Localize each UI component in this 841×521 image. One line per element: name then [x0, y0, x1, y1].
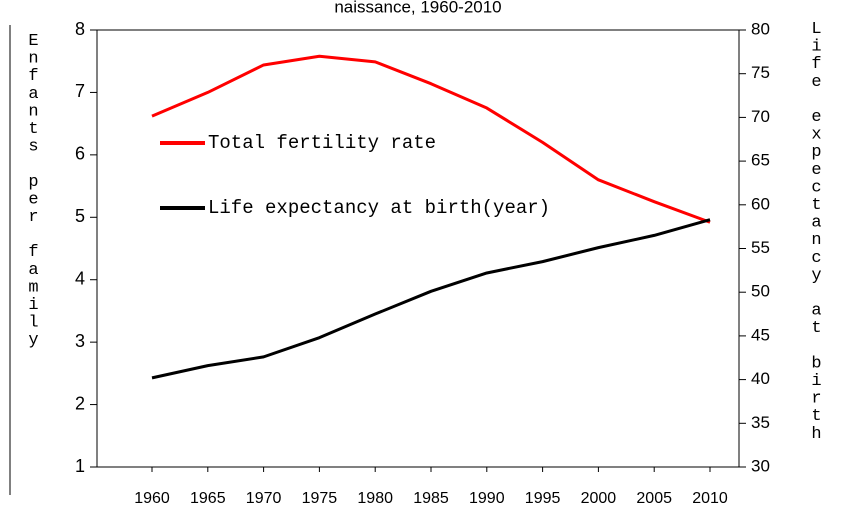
- y-tick-label: 2: [75, 393, 85, 413]
- y-tick-label: 5: [75, 206, 85, 226]
- x-tick-label: 1980: [357, 490, 393, 507]
- y-tick-label: 1: [75, 456, 85, 476]
- y-tick-label: 4: [75, 268, 85, 288]
- y2-axis-label: Life expectancy at birth: [807, 20, 826, 443]
- series-line: [151, 218, 711, 380]
- x-tick-label: 2000: [581, 490, 617, 507]
- y2-tick-label: 60: [751, 194, 770, 213]
- y2-tick-label: 65: [751, 151, 770, 170]
- x-tick-label: 1965: [190, 490, 226, 507]
- y-tick-label: 8: [75, 19, 85, 39]
- series-line: [151, 54, 711, 224]
- x-tick-label: 1970: [246, 490, 282, 507]
- plot-frame: [96, 29, 740, 468]
- x-tick-label: 2005: [636, 490, 672, 507]
- y2-tick-label: 50: [751, 282, 770, 301]
- y2-tick-label: 55: [751, 238, 770, 257]
- y2-tick-label: 45: [751, 325, 770, 344]
- x-tick-label: 1985: [413, 490, 449, 507]
- y2-tick-label: 40: [751, 369, 770, 388]
- y-tick-label: 3: [75, 331, 85, 351]
- y-axis-label: Enfants per family: [24, 32, 43, 349]
- legend-label: Life expectancy at birth(year): [208, 197, 550, 219]
- chart-title: naissance, 1960-2010: [334, 0, 501, 16]
- y2-tick-label: 35: [751, 413, 770, 432]
- x-tick-label: 1995: [525, 490, 561, 507]
- x-tick-label: 1990: [469, 490, 505, 507]
- y2-tick-label: 75: [751, 63, 770, 82]
- x-tick-label: 1975: [302, 490, 338, 507]
- x-tick-label: 1960: [134, 490, 170, 507]
- y-tick-label: 6: [75, 144, 85, 164]
- y2-tick-label: 80: [751, 19, 770, 38]
- x-tick-label: 2010: [692, 490, 728, 507]
- y2-tick-label: 30: [751, 456, 770, 475]
- y2-tick-label: 70: [751, 107, 770, 126]
- y-tick-label: 7: [75, 81, 85, 101]
- legend-label: Total fertility rate: [208, 132, 436, 154]
